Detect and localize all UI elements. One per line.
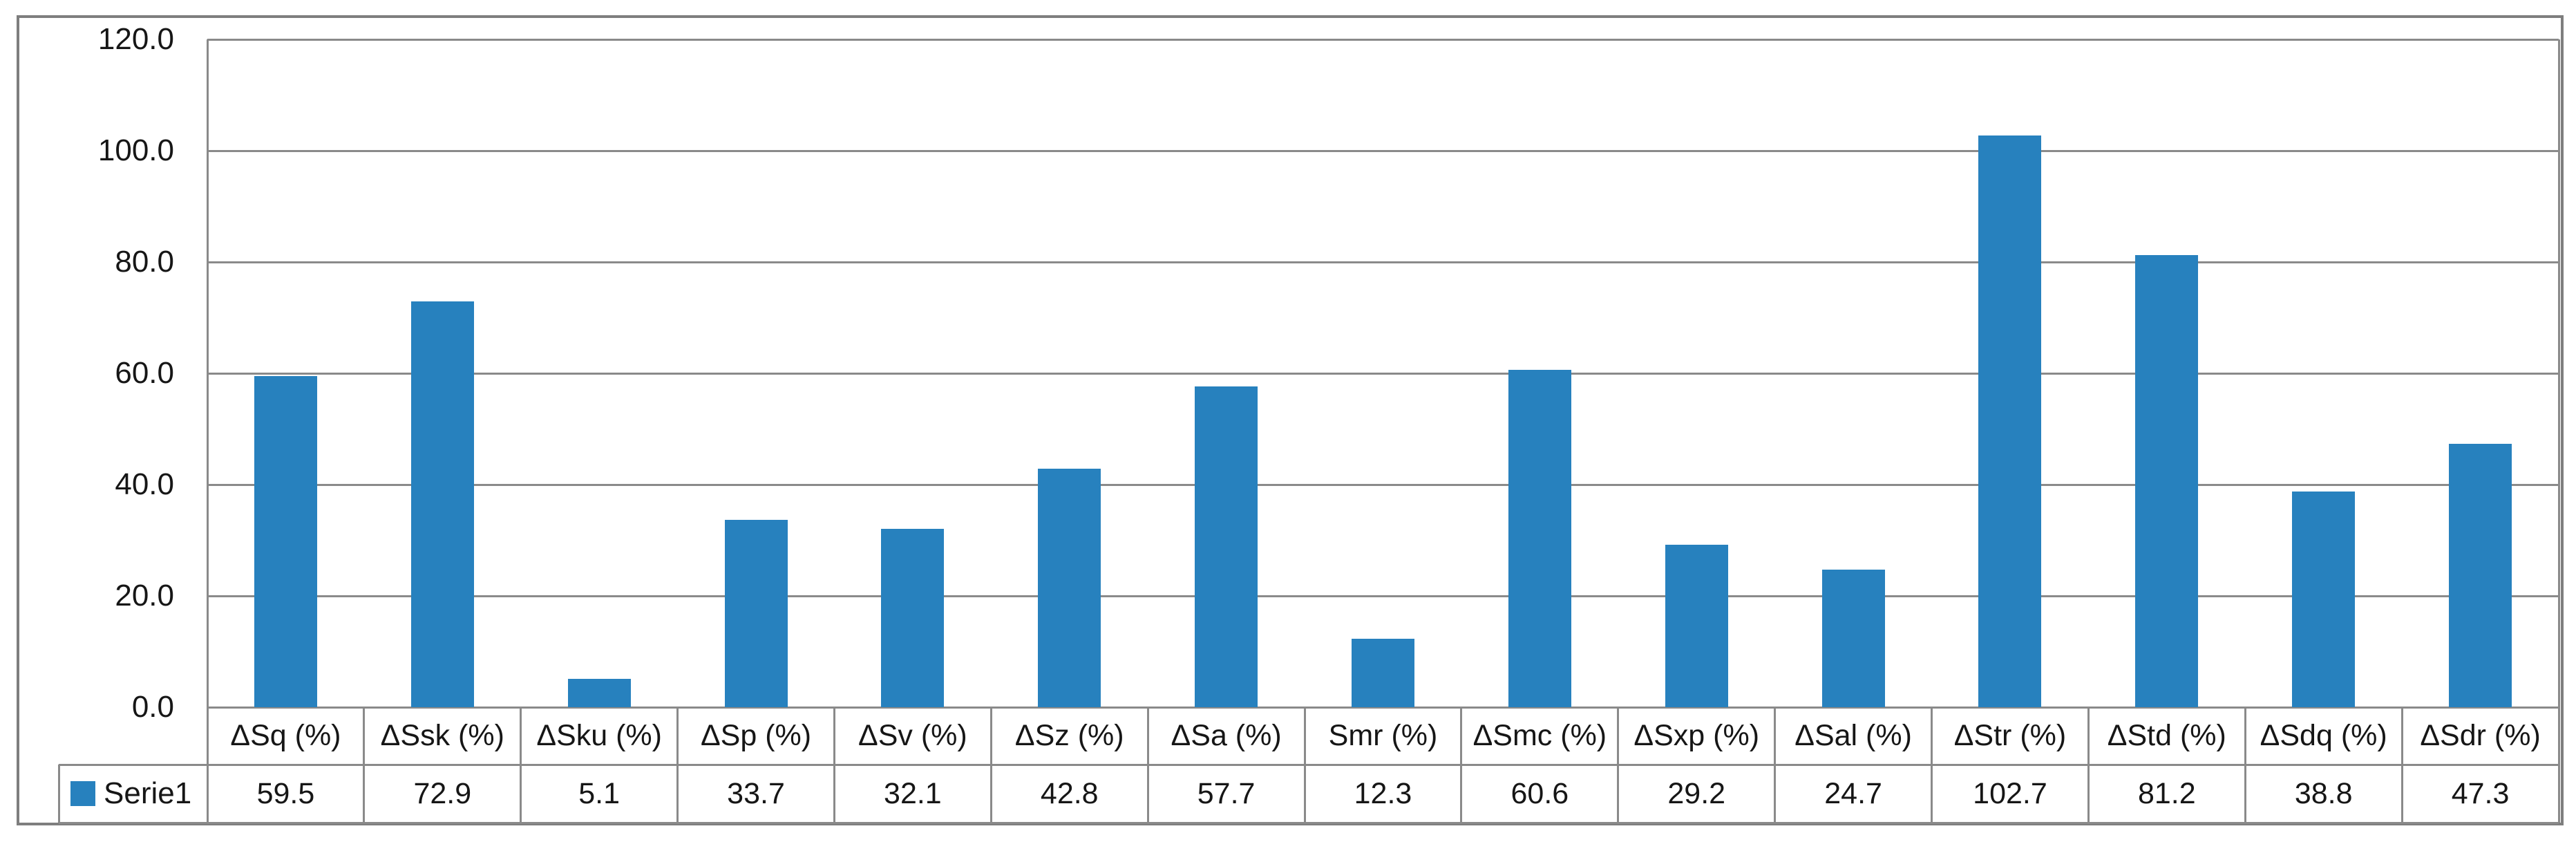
- bar[interactable]: [567, 678, 631, 707]
- category-header-cell: ΔSsk (%): [380, 719, 504, 752]
- value-cell: 32.1: [884, 776, 942, 810]
- gridline: [207, 483, 2559, 486]
- value-cell: 60.6: [1510, 776, 1569, 810]
- value-cell: 47.3: [2451, 776, 2510, 810]
- plot-border: [2557, 39, 2560, 707]
- category-header-cell: ΔSa (%): [1171, 719, 1282, 752]
- gridline: [207, 372, 2559, 375]
- bar[interactable]: [2292, 491, 2356, 707]
- table-row-border: [59, 821, 2559, 824]
- bar[interactable]: [724, 519, 788, 707]
- y-tick-label: 40.0: [115, 467, 174, 501]
- category-header-cell: ΔStd (%): [2107, 719, 2226, 752]
- category-header-cell: ΔSal (%): [1794, 719, 1912, 752]
- gridline: [207, 38, 2559, 41]
- y-tick-label: 60.0: [115, 356, 174, 390]
- bar[interactable]: [2449, 444, 2512, 707]
- legend-series-label: Serie1: [104, 776, 192, 810]
- category-header-cell: ΔStr (%): [1953, 719, 2067, 752]
- y-tick-label: 20.0: [115, 579, 174, 612]
- gridline: [207, 149, 2559, 152]
- value-cell: 72.9: [413, 776, 472, 810]
- category-header-cell: ΔSq (%): [230, 719, 341, 752]
- value-cell: 102.7: [1973, 776, 2047, 810]
- bar[interactable]: [1508, 370, 1571, 707]
- y-tick-label: 120.0: [97, 22, 174, 56]
- value-cell: 38.8: [2294, 776, 2353, 810]
- plot-border: [206, 39, 209, 707]
- gridline: [207, 595, 2559, 597]
- bar[interactable]: [881, 528, 945, 707]
- bar[interactable]: [1821, 570, 1885, 707]
- y-tick-label: 100.0: [97, 133, 174, 167]
- bar[interactable]: [1038, 469, 1101, 707]
- value-cell: 59.5: [256, 776, 315, 810]
- value-cell: 5.1: [578, 776, 621, 810]
- value-cell: 29.2: [1667, 776, 1726, 810]
- bar[interactable]: [410, 301, 474, 707]
- value-cell: 57.7: [1197, 776, 1256, 810]
- category-header-cell: ΔSdr (%): [2420, 719, 2541, 752]
- table-column-border: [2557, 707, 2560, 823]
- legend-cell-border: [57, 765, 60, 823]
- category-header-cell: ΔSmc (%): [1472, 719, 1607, 752]
- bar[interactable]: [1665, 544, 1728, 707]
- category-header-cell: ΔSdq (%): [2260, 719, 2387, 752]
- x-axis-line: [207, 706, 2559, 709]
- gridline: [207, 261, 2559, 263]
- series-color-swatch-icon: [70, 781, 95, 806]
- value-cell: 33.7: [727, 776, 785, 810]
- legend[interactable]: Serie1: [59, 765, 206, 823]
- bar[interactable]: [254, 376, 317, 707]
- bar[interactable]: [1978, 135, 2042, 707]
- table-row-border: [59, 763, 2559, 766]
- bar[interactable]: [1195, 386, 1258, 707]
- y-tick-label: 0.0: [131, 690, 174, 724]
- category-header-cell: ΔSv (%): [858, 719, 967, 752]
- bar[interactable]: [2135, 255, 2199, 707]
- category-header-cell: Smr (%): [1328, 719, 1438, 752]
- category-header-cell: ΔSz (%): [1014, 719, 1124, 752]
- category-header-cell: ΔSxp (%): [1633, 719, 1760, 752]
- value-cell: 12.3: [1354, 776, 1412, 810]
- category-header-cell: ΔSku (%): [536, 719, 662, 752]
- value-cell: 81.2: [2137, 776, 2196, 810]
- category-header-cell: ΔSp (%): [700, 719, 812, 752]
- y-tick-label: 80.0: [115, 245, 174, 279]
- bar[interactable]: [1352, 638, 1414, 707]
- value-cell: 24.7: [1824, 776, 1882, 810]
- value-cell: 42.8: [1040, 776, 1099, 810]
